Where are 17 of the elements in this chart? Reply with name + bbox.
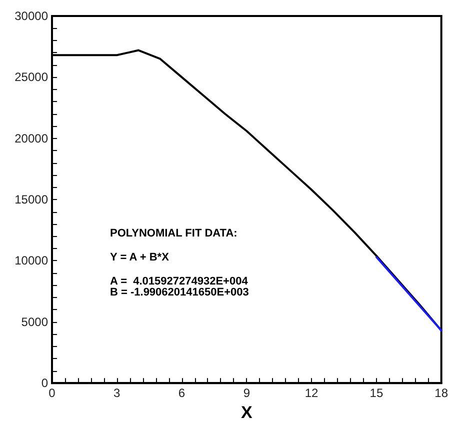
x-tick-label: 12 (304, 386, 319, 400)
annotation: POLYNOMIAL FIT DATA: (110, 228, 238, 240)
x-tick-label: 15 (370, 386, 384, 400)
y-tick-label: 30000 (14, 9, 48, 23)
y-tick-label: 20000 (14, 131, 48, 146)
annotation: A = 4.015927274932E+004 B = -1.990620141650E+003 (110, 276, 249, 298)
y-tick-label: 0 (41, 376, 48, 390)
x-axis-title: X (240, 403, 253, 422)
annotation: Y = A + B*X (110, 252, 170, 264)
x-tick-label: 9 (243, 386, 250, 400)
y-tick-label: 15000 (14, 192, 48, 207)
x-tick-label: 3 (114, 386, 121, 400)
y-tick-label: 25000 (14, 70, 48, 84)
y-tick-label: 5000 (21, 314, 48, 329)
y-tick-label: 10000 (14, 254, 48, 268)
x-tick-label: 6 (178, 386, 186, 400)
x-tick-label: 18 (434, 386, 448, 400)
